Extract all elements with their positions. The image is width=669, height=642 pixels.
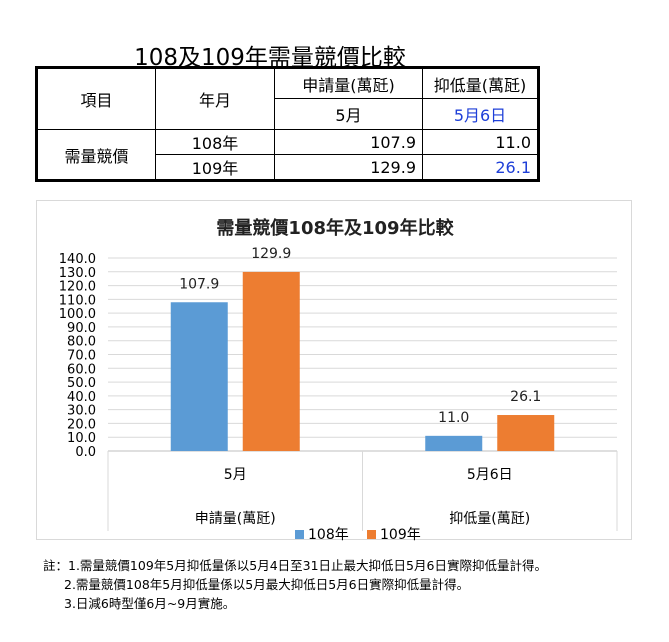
footnote-1: 註：1.需量競價109年5月抑低量係以5月4日至31日止最大抑低日5月6日實際抑…: [43, 558, 547, 573]
y-tick-label: 90.0: [67, 321, 96, 336]
header-item: 項目: [36, 67, 156, 130]
y-tick-label: 20.0: [67, 417, 96, 432]
header-reduced-amount: 抑低量(萬瓩): [422, 67, 539, 99]
cell-reduced-value: 11.0: [422, 129, 539, 155]
x-category-label: 5月: [224, 467, 247, 483]
cell-applied-value: 107.9: [274, 129, 423, 155]
x-group-label: 抑低量(萬瓩): [449, 511, 530, 527]
data-label: 107.9: [179, 276, 219, 292]
footnote-2: 2.需量競價108年5月抑低量係以5月最大抑低日5月6日實際抑低量計得。: [64, 577, 470, 592]
chart-title: 需量競價108年及109年比較: [216, 217, 454, 239]
y-tick-label: 110.0: [59, 293, 96, 308]
bar-108: [425, 435, 483, 451]
y-tick-label: 50.0: [67, 376, 96, 391]
y-tick-label: 60.0: [67, 362, 96, 377]
subheader-date: 5月6日: [422, 98, 539, 130]
y-tick-label: 30.0: [67, 404, 96, 419]
y-tick-label: 40.0: [67, 390, 96, 405]
row-year: 108年: [155, 129, 275, 155]
y-tick-label: 100.0: [59, 307, 96, 322]
data-label: 26.1: [510, 389, 541, 405]
comparison-table: 項目 年月 申請量(萬瓩) 抑低量(萬瓩) 5月 5月6日 需量競價 108年 …: [35, 66, 540, 182]
data-label: 11.0: [438, 410, 469, 426]
data-label: 129.9: [251, 246, 291, 262]
bar-108: [170, 302, 228, 451]
bar-109: [497, 415, 555, 451]
legend-swatch: [295, 530, 304, 539]
header-applied-amount: 申請量(萬瓩): [274, 67, 423, 99]
x-category-label: 5月6日: [467, 467, 513, 483]
chart-container: 需量競價108年及109年比較 0.0 10.0 20.0 30.0 40.0 50.0 60…: [36, 200, 632, 541]
header-year-month: 年月: [155, 67, 275, 130]
bar-109: [242, 271, 300, 451]
footnote-3: 3.日減6時型僅6月~9月實施。: [64, 596, 236, 611]
y-tick-label: 80.0: [67, 335, 96, 350]
subheader-month: 5月: [274, 98, 423, 130]
footnotes: 註：1.需量競價109年5月抑低量係以5月4日至31日止最大抑低日5月6日實際抑…: [43, 556, 547, 613]
y-tick-label: 120.0: [59, 280, 96, 295]
row-year: 109年: [155, 154, 275, 181]
x-group-label: 申請量(萬瓩): [195, 511, 276, 527]
legend-swatch: [367, 530, 376, 539]
cell-applied-value: 129.9: [274, 154, 423, 181]
y-tick-label: 70.0: [67, 349, 96, 364]
bar-chart: 需量競價108年及109年比較 0.010.020.030.040.050.060…: [59, 217, 618, 541]
cell-reduced-value: 26.1: [422, 154, 539, 181]
y-tick-label: 140.0: [59, 252, 96, 267]
legend-label: 108年: [308, 527, 349, 541]
y-tick-label: 10.0: [67, 431, 96, 446]
y-tick-label: 130.0: [59, 266, 96, 281]
legend-label: 109年: [380, 527, 421, 541]
y-tick-label: 0.0: [75, 445, 96, 460]
row-label-demand-bidding: 需量競價: [36, 129, 156, 181]
